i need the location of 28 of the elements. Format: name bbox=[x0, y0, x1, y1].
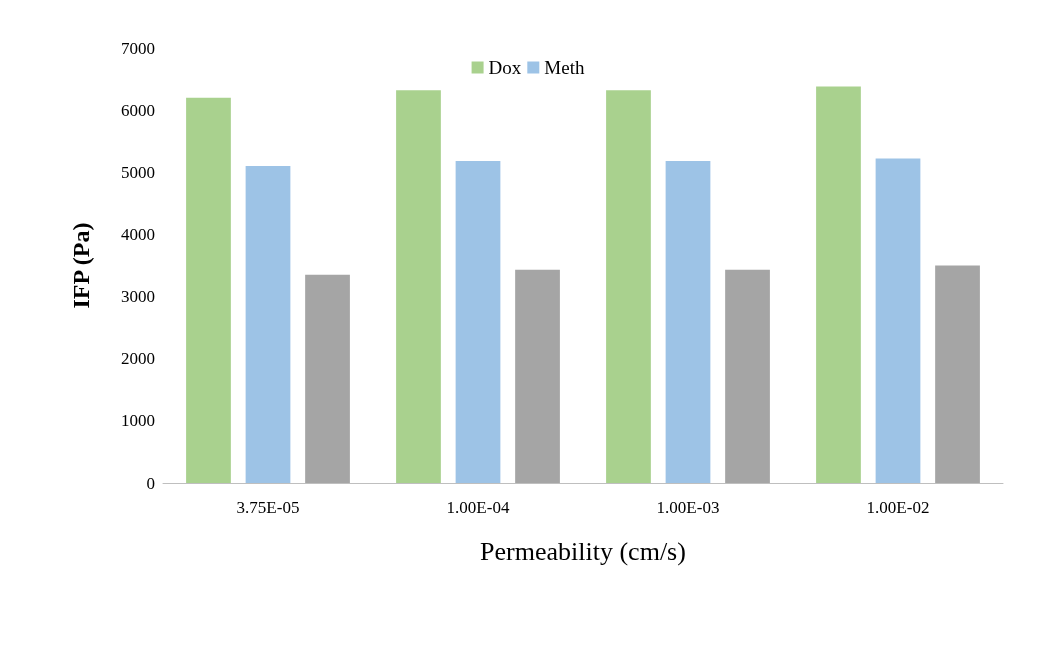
y-tick-label: 7000 bbox=[121, 38, 155, 58]
legend-label: Dox bbox=[488, 57, 522, 78]
x-axis-title: Permeability (cm/s) bbox=[480, 536, 686, 566]
x-tick-label: 1.00E-02 bbox=[866, 498, 930, 517]
x-tick-label: 1.00E-04 bbox=[446, 498, 510, 517]
bar bbox=[396, 90, 441, 483]
y-tick-label: 3000 bbox=[121, 287, 155, 307]
bar bbox=[935, 265, 980, 483]
bar bbox=[455, 161, 501, 483]
bar bbox=[245, 166, 291, 483]
y-tick-label: 4000 bbox=[121, 224, 155, 244]
y-tick-label: 0 bbox=[146, 473, 155, 493]
y-tick-label: 5000 bbox=[121, 162, 155, 182]
y-tick-label: 1000 bbox=[121, 411, 155, 431]
x-tick-label: 3.75E-05 bbox=[236, 498, 300, 517]
bar bbox=[515, 269, 560, 483]
x-tick-label: 1.00E-03 bbox=[656, 498, 720, 517]
y-tick-label: 6000 bbox=[121, 100, 155, 120]
bar bbox=[186, 97, 231, 483]
bar bbox=[665, 161, 711, 483]
bar bbox=[725, 269, 770, 483]
y-tick-label: 2000 bbox=[121, 349, 155, 369]
bar bbox=[875, 158, 921, 483]
bar bbox=[606, 90, 651, 483]
bar bbox=[305, 274, 350, 483]
legend-label: Meth bbox=[544, 57, 585, 78]
y-axis-title: IFP (Pa) bbox=[68, 222, 94, 309]
bar bbox=[816, 86, 861, 483]
